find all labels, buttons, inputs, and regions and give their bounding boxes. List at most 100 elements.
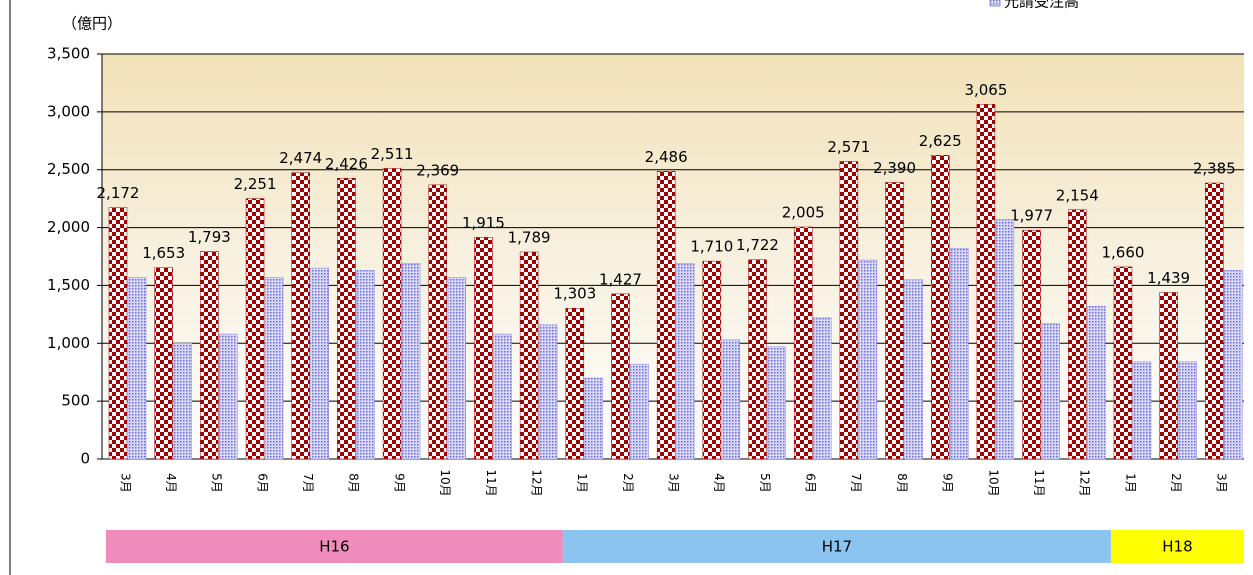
x-tick-label: 5月: [210, 473, 224, 493]
x-tick-label: 4月: [164, 473, 178, 493]
value-label: 2,385: [1193, 160, 1236, 178]
value-label: 2,251: [234, 175, 277, 193]
bar: [447, 277, 467, 460]
value-label: 1,915: [462, 214, 505, 232]
x-tick-label: 7月: [849, 473, 863, 493]
bar: [812, 317, 832, 460]
bar: [976, 104, 996, 460]
value-label: 2,369: [416, 161, 459, 179]
y-axis-label: （億円）: [62, 15, 122, 33]
value-label: 1,439: [1147, 269, 1190, 287]
y-tick-label: 1,000: [47, 334, 90, 352]
value-label: 2,390: [873, 159, 916, 177]
value-label: 2,511: [371, 145, 414, 163]
y-tick-label: 3,500: [47, 45, 90, 63]
x-tick-label: 5月: [758, 473, 772, 493]
x-tick-label: 3月: [667, 473, 681, 493]
value-label: 1,789: [508, 228, 551, 246]
bar: [1205, 182, 1224, 460]
bar: [611, 293, 630, 460]
bar: [565, 307, 585, 460]
x-tick-label: 6月: [255, 473, 269, 493]
bar: [493, 333, 512, 460]
bar: [885, 182, 904, 460]
bar: [1159, 292, 1178, 460]
x-tick-label: 10月: [438, 469, 452, 496]
bar: [474, 237, 493, 460]
bar: [173, 343, 192, 460]
value-label: 1,710: [690, 238, 733, 256]
bar: [858, 259, 878, 460]
bar: [108, 207, 128, 460]
x-tick-label: 6月: [804, 473, 818, 493]
x-tick-label: 11月: [1032, 469, 1046, 496]
bar: [382, 168, 402, 460]
bar: [519, 251, 539, 460]
bar: [793, 226, 813, 460]
value-label: 1,793: [188, 228, 231, 246]
x-tick-label: 12月: [1078, 469, 1092, 496]
bar: [538, 324, 558, 460]
bar: [1041, 323, 1060, 460]
bar: [904, 279, 923, 460]
value-label: 1,427: [599, 270, 642, 288]
value-label: 1,660: [1101, 243, 1144, 261]
bar: [154, 267, 173, 460]
x-tick-label: 4月: [712, 473, 726, 493]
bar: [428, 184, 448, 460]
period-label: H17: [822, 538, 852, 556]
bar: [748, 259, 767, 460]
x-tick-label: 2月: [621, 473, 635, 493]
value-label: 2,474: [279, 149, 322, 167]
value-label: 3,065: [964, 81, 1007, 99]
bar: [721, 339, 741, 460]
bar: [1132, 361, 1152, 460]
bar: [291, 172, 310, 460]
bar: [1224, 270, 1243, 460]
bar: [675, 263, 695, 460]
x-tick-label: 7月: [301, 473, 315, 493]
period-band: [1110, 530, 1244, 563]
x-tick-label: 8月: [347, 473, 361, 493]
period-label: H16: [319, 538, 349, 556]
bar: [1178, 361, 1197, 460]
value-label: 1,653: [142, 244, 185, 262]
value-label: 2,172: [97, 184, 140, 202]
value-label: 2,486: [645, 148, 688, 166]
value-label: 1,977: [1010, 207, 1053, 225]
bar: [949, 248, 969, 460]
x-tick-label: 9月: [392, 473, 406, 493]
y-tick-label: 3,000: [47, 102, 90, 120]
bar: [1068, 209, 1087, 460]
bar: [1022, 229, 1041, 460]
value-label: 1,722: [736, 236, 779, 254]
x-tick-label: 11月: [484, 469, 498, 496]
y-tick-label: 2,000: [47, 218, 90, 236]
x-tick-label: 9月: [941, 473, 955, 493]
value-label: 2,426: [325, 155, 368, 173]
x-tick-label: 2月: [1169, 473, 1183, 493]
y-tick-label: 1,500: [47, 276, 90, 294]
bar: [200, 251, 219, 460]
bar: [264, 277, 284, 460]
x-tick-label: 1月: [1123, 473, 1137, 493]
bar: [245, 198, 265, 460]
x-tick-label: 8月: [895, 473, 909, 493]
value-label: 2,571: [827, 138, 870, 156]
bar: [584, 377, 604, 460]
bar: [767, 346, 786, 460]
x-tick-label: 3月: [118, 473, 132, 493]
bar: [401, 263, 421, 460]
x-tick-label: 10月: [986, 469, 1000, 496]
bar: [356, 270, 375, 460]
value-label: 2,154: [1056, 186, 1099, 204]
legend-swatch: [989, 0, 1001, 7]
y-tick-label: 0: [80, 450, 90, 468]
bar: [839, 161, 859, 460]
y-tick-label: 500: [61, 392, 90, 410]
bar: [310, 267, 329, 460]
bar: [127, 277, 147, 460]
bar: [1113, 266, 1133, 460]
bar: [702, 260, 722, 460]
